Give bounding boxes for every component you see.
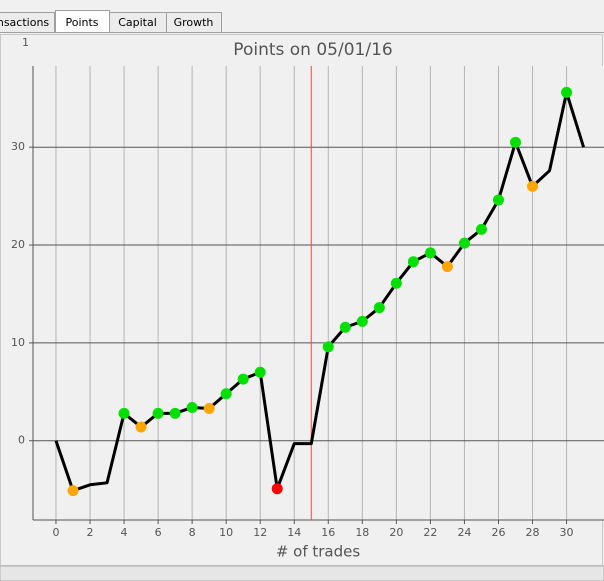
chart-title: Points on 05/01/16 — [233, 40, 392, 60]
trade-marker — [203, 402, 215, 414]
x-tick-label: 22 — [423, 526, 437, 539]
tab-label[interactable]: Growth — [174, 16, 214, 29]
trade-marker — [339, 321, 351, 333]
trade-marker — [322, 341, 334, 353]
x-tick-label: 30 — [560, 526, 574, 539]
x-tick-label: 14 — [287, 526, 301, 539]
x-tick-label: 6 — [155, 526, 162, 539]
x-tick-label: 2 — [87, 526, 94, 539]
y-tick-label: 10 — [11, 336, 25, 349]
tab-label[interactable]: Points — [65, 16, 98, 29]
trade-marker — [527, 180, 539, 192]
trade-marker — [458, 237, 470, 249]
trade-marker — [152, 407, 164, 419]
trade-marker — [441, 261, 453, 273]
y-tick-label: 0 — [18, 434, 25, 447]
tab-label[interactable]: nsactions — [0, 16, 49, 29]
trade-marker — [118, 407, 130, 419]
status-bar — [0, 565, 604, 581]
x-tick-label: 26 — [491, 526, 505, 539]
tab[interactable] — [0, 12, 55, 33]
trade-marker — [135, 421, 147, 433]
panel-label: 1 — [22, 36, 29, 49]
trade-marker — [169, 407, 181, 419]
y-tick-label: 30 — [11, 140, 25, 153]
x-tick-label: 4 — [121, 526, 128, 539]
trade-marker — [237, 373, 249, 385]
x-tick-label: 0 — [52, 526, 59, 539]
trade-marker — [186, 401, 198, 413]
trade-marker — [254, 366, 266, 378]
x-tick-label: 16 — [321, 526, 335, 539]
trade-marker — [220, 388, 232, 400]
trade-marker — [390, 277, 402, 289]
x-tick-label: 18 — [355, 526, 369, 539]
trade-marker — [561, 86, 573, 98]
tab-label[interactable]: Capital — [118, 16, 157, 29]
tab[interactable] — [166, 12, 222, 33]
trade-marker — [356, 315, 368, 327]
x-tick-label: 20 — [389, 526, 403, 539]
trade-marker — [509, 136, 521, 148]
x-tick-label: 12 — [253, 526, 267, 539]
trade-marker — [407, 256, 419, 268]
x-tick-label: 24 — [457, 526, 471, 539]
y-tick-label: 20 — [11, 238, 25, 251]
x-axis-label: # of trades — [276, 543, 361, 561]
x-tick-label: 28 — [526, 526, 540, 539]
trade-marker — [475, 223, 487, 235]
trade-marker — [67, 485, 79, 497]
x-tick-label: 10 — [219, 526, 233, 539]
x-tick-label: 8 — [189, 526, 196, 539]
trade-marker — [492, 194, 504, 206]
plot-area — [33, 66, 604, 520]
trade-marker — [424, 247, 436, 259]
trade-marker — [373, 302, 385, 314]
trade-marker — [271, 483, 283, 495]
